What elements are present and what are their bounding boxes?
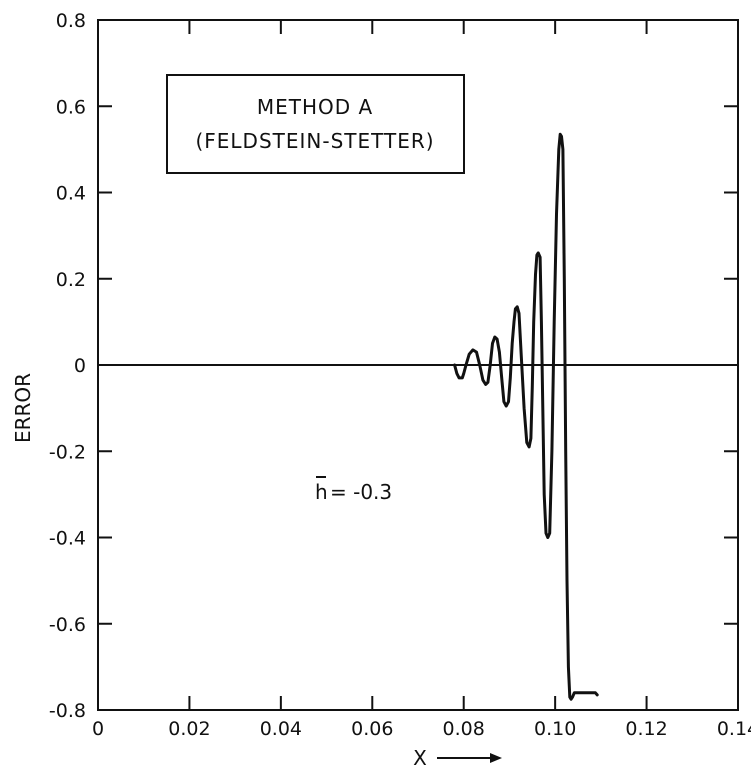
x-tick-label: 0 bbox=[92, 718, 104, 740]
annotation-value: = -0.3 bbox=[330, 480, 392, 504]
annotation-symbol: h bbox=[315, 480, 328, 504]
legend-box: METHOD A (FELDSTEIN-STETTER) bbox=[166, 74, 465, 174]
y-tick-label: -0.8 bbox=[49, 700, 86, 722]
x-tick-label: 0.14 bbox=[717, 718, 751, 740]
error-series-line bbox=[453, 132, 599, 701]
y-tick-label: -0.2 bbox=[49, 441, 86, 463]
y-tick-label: 0.4 bbox=[56, 183, 86, 205]
y-tick-label: 0.6 bbox=[56, 96, 86, 118]
x-tick-label: 0.02 bbox=[168, 718, 210, 740]
x-tick-label: 0.10 bbox=[534, 718, 576, 740]
y-tick-label: 0.2 bbox=[56, 269, 86, 291]
legend-frame bbox=[166, 74, 465, 174]
y-tick-label: 0 bbox=[74, 355, 86, 377]
x-tick-label: 0.08 bbox=[443, 718, 485, 740]
annotation-h: h = -0.3 bbox=[315, 476, 392, 504]
y-tick-label: -0.6 bbox=[49, 614, 86, 636]
legend-line2: (FELDSTEIN-STETTER) bbox=[195, 129, 434, 153]
y-axis-ticks: 0.8 0.6 0.4 0.2 0 -0.2 -0.4 -0.6 -0.8 bbox=[49, 10, 738, 722]
legend-line1: METHOD A bbox=[257, 95, 373, 119]
y-axis-title: ERROR bbox=[11, 373, 35, 443]
x-tick-label: 0.06 bbox=[351, 718, 393, 740]
x-axis-arrow bbox=[437, 753, 502, 763]
y-tick-label: 0.8 bbox=[56, 10, 86, 32]
x-axis-ticks: 0 0.02 0.04 0.06 0.08 0.10 0.12 0.14 bbox=[92, 20, 751, 740]
x-axis-title: X bbox=[413, 746, 427, 770]
x-tick-label: 0.12 bbox=[625, 718, 667, 740]
x-tick-label: 0.04 bbox=[260, 718, 302, 740]
y-tick-label: -0.4 bbox=[49, 528, 86, 550]
